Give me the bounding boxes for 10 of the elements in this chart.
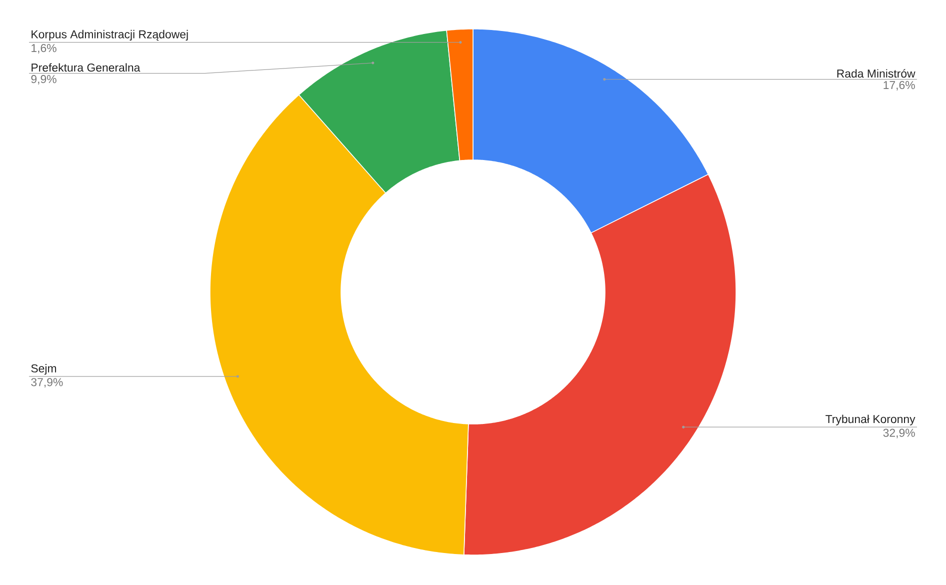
data-label: 1,6%: [32, 44, 56, 54]
data-label: 17,6%: [884, 81, 915, 90]
data-label: 32,9%: [883, 428, 915, 438]
slice-label: Prefektura Generalna: [32, 63, 140, 72]
slice-label: Rada Ministrów: [837, 69, 916, 78]
slice-label: Korpus Administracji Rządowej: [32, 30, 188, 41]
data-label: 37,9%: [31, 378, 63, 388]
slice-label: Trybunał Koronny: [826, 414, 916, 426]
slice-label: Sejm: [31, 364, 56, 375]
data-label: 9,9%: [31, 75, 56, 84]
